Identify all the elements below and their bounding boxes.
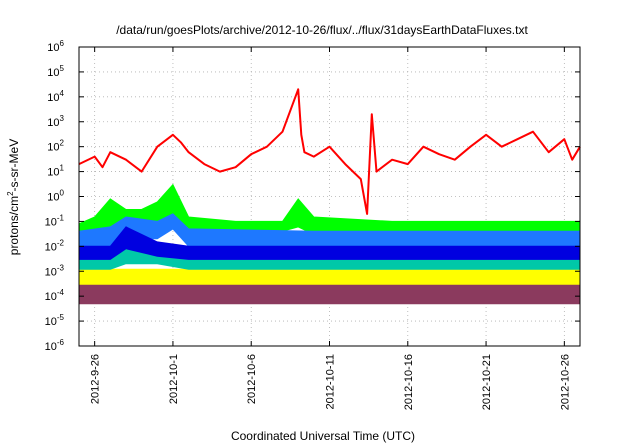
y-tick-label: 10-3 xyxy=(45,263,65,278)
y-tick-exponent: -3 xyxy=(57,263,65,272)
y-tick-exponent: -6 xyxy=(57,338,65,347)
y-tick-exponent: 4 xyxy=(60,89,65,98)
y-tick-exponent: 2 xyxy=(60,139,65,148)
y-axis-title-rest: -s-sr-MeV xyxy=(7,139,21,192)
y-tick-exponent: -2 xyxy=(57,238,65,247)
y-tick-label: 104 xyxy=(47,89,64,104)
y-tick-exponent: -1 xyxy=(57,213,65,222)
y-tick-base: 10 xyxy=(47,192,59,204)
y-tick-base: 10 xyxy=(47,92,59,104)
y-tick-exponent: -5 xyxy=(57,313,65,322)
y-tick-exponent: 1 xyxy=(60,164,65,173)
x-tick-label: 2012-10-26 xyxy=(559,354,571,410)
chart-title: /data/run/goesPlots/archive/2012-10-26/f… xyxy=(116,23,528,37)
x-tick-label: 2012-10-16 xyxy=(403,354,415,410)
y-tick-base: 10 xyxy=(47,142,59,154)
y-tick-label: 102 xyxy=(47,139,64,154)
y-tick-exponent: 6 xyxy=(60,39,65,48)
y-tick-label: 105 xyxy=(47,64,64,79)
y-axis-title: protons/cm2-s-sr-MeV xyxy=(6,139,21,255)
x-axis-title: Coordinated Universal Time (UTC) xyxy=(231,429,415,443)
x-tick-label: 2012-10-6 xyxy=(246,354,258,404)
y-tick-label: 10-4 xyxy=(45,288,65,303)
y-tick-base: 10 xyxy=(45,216,57,228)
y-axis-title-main: protons/cm xyxy=(7,196,21,255)
y-tick-base: 10 xyxy=(47,167,59,179)
x-tick-label: 2012-10-21 xyxy=(481,354,493,410)
y-axis-title-superscript: 2 xyxy=(6,191,15,196)
y-tick-label: 10-6 xyxy=(45,338,65,353)
x-tick-label: 2012-9-26 xyxy=(90,354,102,404)
x-tick-label: 2012-10-1 xyxy=(168,354,180,404)
y-tick-base: 10 xyxy=(45,266,57,278)
y-tick-label: 100 xyxy=(47,189,64,204)
x-tick-label: 2012-10-11 xyxy=(325,354,337,409)
y-tick-label: 101 xyxy=(47,164,64,179)
series-band-1 xyxy=(78,268,581,285)
axes: 10-610-510-410-310-210-11001011021031041… xyxy=(45,39,580,410)
y-tick-base: 10 xyxy=(45,291,57,303)
y-tick-exponent: 0 xyxy=(60,189,65,198)
y-tick-exponent: 5 xyxy=(60,64,65,73)
y-tick-exponent: 3 xyxy=(60,114,65,123)
y-tick-base: 10 xyxy=(45,341,57,353)
y-tick-label: 10-1 xyxy=(45,213,65,228)
y-tick-base: 10 xyxy=(47,67,59,79)
y-tick-base: 10 xyxy=(45,316,57,328)
y-tick-label: 10-2 xyxy=(45,238,65,253)
y-tick-label: 10-5 xyxy=(45,313,65,328)
series-band-0 xyxy=(78,283,581,305)
y-tick-label: 103 xyxy=(47,114,64,129)
series-line-6 xyxy=(78,88,581,215)
y-tick-label: 106 xyxy=(47,39,64,54)
y-tick-base: 10 xyxy=(47,42,59,54)
y-tick-base: 10 xyxy=(47,117,59,129)
plot-area xyxy=(78,88,581,305)
y-tick-exponent: -4 xyxy=(57,288,65,297)
y-tick-base: 10 xyxy=(45,241,57,253)
